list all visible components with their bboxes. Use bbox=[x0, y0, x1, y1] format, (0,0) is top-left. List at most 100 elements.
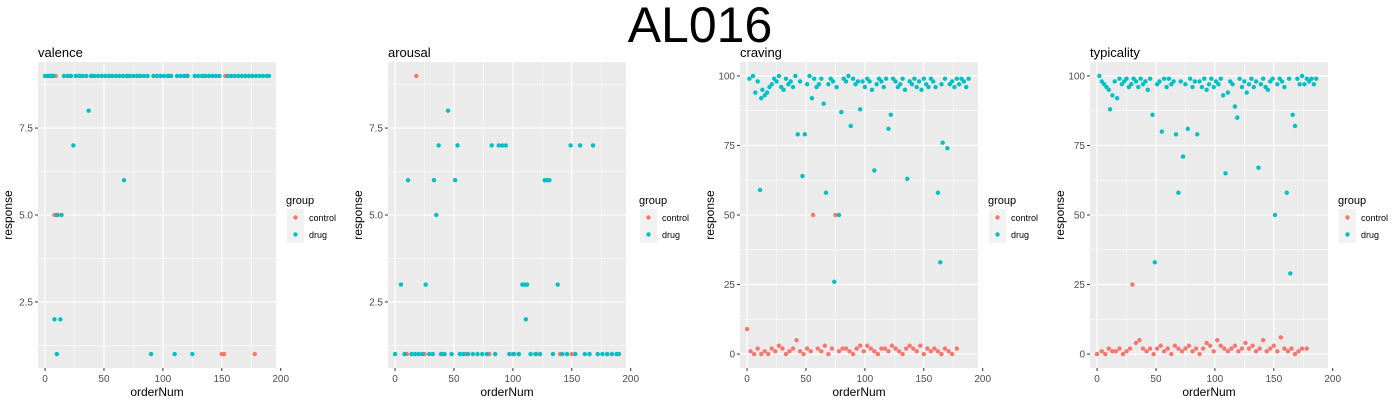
data-point-control bbox=[1179, 349, 1185, 354]
data-point-drug bbox=[855, 79, 861, 84]
data-point-drug bbox=[250, 73, 255, 79]
legend-title: group bbox=[639, 195, 667, 207]
data-point-drug bbox=[1114, 95, 1120, 101]
data-point-drug bbox=[755, 79, 760, 84]
data-point-control bbox=[1264, 349, 1269, 354]
y-tick-label: 5.0 bbox=[19, 211, 33, 222]
legend-key-control bbox=[995, 215, 1000, 220]
data-point-drug bbox=[560, 351, 565, 357]
data-point-control bbox=[815, 346, 820, 351]
data-point-drug bbox=[1173, 132, 1179, 137]
data-point-drug bbox=[1166, 76, 1172, 81]
data-point-control bbox=[819, 349, 824, 354]
figure-title: AL016 bbox=[628, 0, 773, 53]
data-point-control bbox=[1275, 349, 1280, 354]
data-point-drug bbox=[1290, 112, 1295, 118]
data-point-drug bbox=[809, 95, 815, 101]
data-point-drug bbox=[416, 351, 421, 357]
data-point-drug bbox=[1282, 84, 1287, 90]
data-point-control bbox=[1099, 349, 1104, 354]
data-point-control bbox=[914, 349, 919, 354]
data-point-drug bbox=[210, 73, 215, 79]
legend-label-drug: drug bbox=[309, 230, 327, 240]
data-point-drug bbox=[99, 73, 104, 79]
data-point-control bbox=[748, 349, 753, 354]
data-point-drug bbox=[926, 84, 931, 90]
data-point-drug bbox=[489, 143, 494, 148]
data-point-drug bbox=[1235, 115, 1240, 120]
data-point-drug bbox=[190, 351, 195, 357]
data-point-drug bbox=[909, 82, 915, 87]
data-point-control bbox=[918, 343, 923, 348]
data-point-drug bbox=[402, 351, 407, 357]
x-tick-label: 200 bbox=[272, 374, 289, 385]
data-point-drug bbox=[1206, 82, 1212, 87]
data-point-drug bbox=[869, 87, 875, 93]
data-point-drug bbox=[124, 73, 129, 79]
data-point-drug bbox=[783, 76, 789, 81]
data-point-drug bbox=[830, 79, 836, 84]
data-point-drug bbox=[781, 87, 786, 93]
data-point-control bbox=[801, 351, 806, 357]
data-point-drug bbox=[1284, 190, 1289, 195]
data-point-drug bbox=[1265, 87, 1271, 93]
data-point-drug bbox=[750, 73, 756, 79]
data-point-control bbox=[766, 351, 771, 357]
data-point-control bbox=[1120, 351, 1126, 357]
data-point-control bbox=[1211, 349, 1216, 354]
data-point-drug bbox=[760, 87, 765, 93]
x-tick-label: 50 bbox=[98, 374, 110, 385]
data-point-control bbox=[1186, 343, 1192, 348]
data-point-control bbox=[822, 343, 828, 348]
data-point-drug bbox=[846, 73, 851, 79]
y-axis-label: response bbox=[703, 190, 717, 240]
data-point-drug bbox=[398, 282, 404, 287]
data-point-drug bbox=[942, 76, 948, 81]
data-point-drug bbox=[914, 84, 919, 90]
data-point-drug bbox=[1180, 154, 1186, 159]
data-point-drug bbox=[438, 351, 444, 357]
data-point-drug bbox=[449, 351, 454, 357]
data-point-drug bbox=[65, 73, 70, 79]
data-point-drug bbox=[1302, 82, 1307, 87]
data-point-control bbox=[790, 346, 796, 351]
data-point-drug bbox=[1197, 79, 1202, 84]
data-point-drug bbox=[573, 351, 578, 357]
data-point-drug bbox=[848, 123, 853, 129]
data-point-drug bbox=[893, 79, 898, 84]
data-point-drug bbox=[819, 76, 824, 81]
data-point-control bbox=[1197, 351, 1202, 357]
data-point-drug bbox=[431, 178, 437, 183]
data-point-drug bbox=[121, 178, 127, 183]
data-point-drug bbox=[952, 84, 957, 90]
data-point-drug bbox=[821, 101, 826, 106]
data-point-drug bbox=[912, 76, 917, 81]
data-point-drug bbox=[1136, 84, 1141, 90]
data-point-drug bbox=[935, 190, 941, 195]
y-tick-label: 50 bbox=[1074, 211, 1086, 222]
data-point-drug bbox=[236, 73, 241, 79]
y-axis-label: response bbox=[1053, 190, 1067, 240]
data-point-drug bbox=[883, 76, 889, 81]
data-point-drug bbox=[1185, 126, 1190, 131]
data-point-drug bbox=[145, 73, 150, 79]
data-point-control bbox=[1110, 349, 1115, 354]
data-point-control bbox=[1246, 346, 1252, 351]
data-point-drug bbox=[117, 73, 122, 79]
data-point-drug bbox=[1138, 76, 1143, 81]
x-axis-label: orderNum bbox=[480, 385, 533, 399]
data-point-control bbox=[1207, 343, 1213, 348]
data-point-drug bbox=[933, 84, 938, 90]
data-point-control bbox=[893, 346, 898, 351]
data-point-drug bbox=[964, 84, 969, 90]
data-point-drug bbox=[1299, 73, 1305, 79]
data-point-control bbox=[1218, 343, 1223, 348]
x-tick-label: 0 bbox=[744, 374, 750, 385]
data-point-drug bbox=[1232, 104, 1238, 109]
data-point-drug bbox=[54, 212, 60, 218]
data-point-control bbox=[1169, 351, 1174, 357]
data-point-drug bbox=[1223, 171, 1228, 176]
y-tick-label: 25 bbox=[1074, 280, 1086, 291]
data-point-control bbox=[808, 349, 813, 354]
data-point-drug bbox=[1242, 79, 1247, 84]
